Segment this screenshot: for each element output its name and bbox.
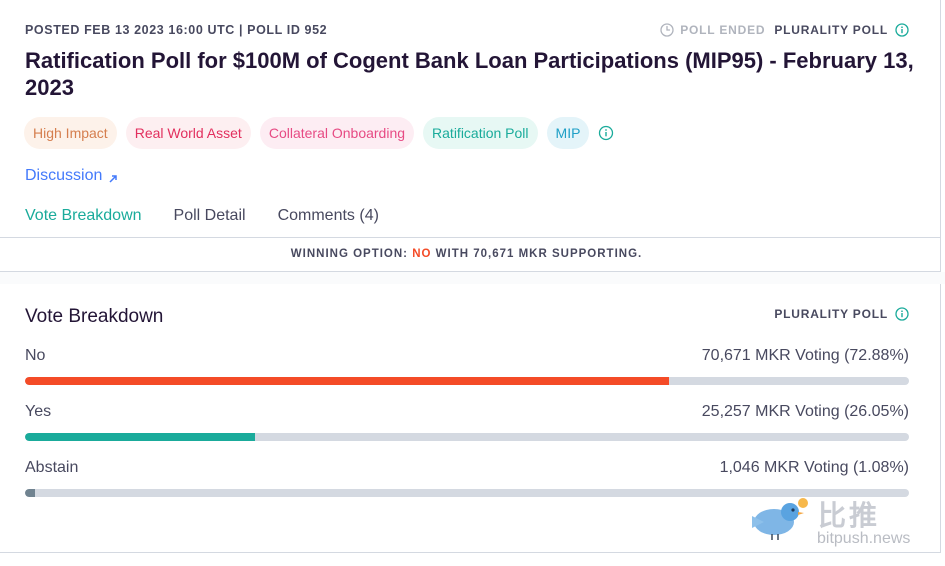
option-result: 1,046 MKR Voting (1.08%) [719,459,909,476]
vote-breakdown-title: Vote Breakdown [25,306,164,327]
poll-status-bar: POLL ENDED PLURALITY POLL [660,23,909,37]
option-name: Yes [25,403,52,420]
vote-bar-fill [25,433,256,441]
tag-high-impact[interactable]: High Impact [24,117,117,149]
tab-vote-breakdown[interactable]: Vote Breakdown [25,207,142,224]
option-result: 70,671 MKR Voting (72.88%) [701,347,909,364]
tag-ratification-poll[interactable]: Ratification Poll [423,117,538,149]
info-icon[interactable] [895,307,909,321]
watermark: 比推 bitpush.news [748,494,928,550]
vote-bar-fill [25,377,670,385]
discussion-label: Discussion [25,167,103,184]
tag-real-world-asset[interactable]: Real World Asset [125,117,251,149]
card-border [940,0,941,272]
external-link-icon [108,171,118,183]
vote-bar-fill [25,489,35,497]
winning-suffix: WITH 70,671 MKR SUPPORTING. [435,248,643,260]
poll-type-label: PLURALITY POLL [774,307,888,321]
winning-prefix: WINNING OPTION: [290,248,408,260]
tab-comments[interactable]: Comments (4) [277,207,379,224]
vote-option: Abstain 1,046 MKR Voting (1.08%) [25,459,909,497]
bird-logo-icon [748,498,812,542]
tag-list: High Impact Real World Asset Collateral … [24,117,614,149]
vote-bar-track [25,433,909,441]
poll-title: Ratification Poll for $100M of Cogent Ba… [25,48,914,100]
poll-tabs: Vote Breakdown Poll Detail Comments (4) [25,207,411,225]
poll-meta: POSTED FEB 13 2023 16:00 UTC | POLL ID 9… [25,23,328,37]
divider [0,237,941,238]
tags-info-icon[interactable] [598,125,614,141]
vote-breakdown-poll-type: PLURALITY POLL [774,307,909,321]
winning-option: NO [412,248,432,260]
tab-poll-detail[interactable]: Poll Detail [173,207,246,224]
discussion-link[interactable]: Discussion [25,167,118,185]
vote-option: Yes 25,257 MKR Voting (26.05%) [25,403,909,441]
poll-header-card: POSTED FEB 13 2023 16:00 UTC | POLL ID 9… [0,0,941,272]
watermark-url: bitpush.news [817,530,911,547]
poll-type-label: PLURALITY POLL [774,23,888,37]
watermark-brand: 比推 [818,500,881,531]
vote-option: No 70,671 MKR Voting (72.88%) [25,347,909,385]
info-icon[interactable] [895,23,909,37]
tag-collateral-onboarding[interactable]: Collateral Onboarding [259,117,415,149]
divider [0,271,941,272]
vote-breakdown-card: Vote Breakdown PLURALITY POLL No 70,671 … [0,284,941,553]
tag-mip[interactable]: MIP [546,117,590,149]
winning-option-banner: WINNING OPTION: NO WITH 70,671 MKR SUPPO… [0,248,933,260]
clock-icon [660,23,674,37]
vote-bar-track [25,489,909,497]
option-result: 25,257 MKR Voting (26.05%) [701,403,909,420]
poll-ended-status: POLL ENDED [680,23,766,37]
vote-bar-track [25,377,909,385]
option-name: Abstain [25,459,79,476]
option-name: No [25,347,46,364]
section-gap [0,272,945,284]
